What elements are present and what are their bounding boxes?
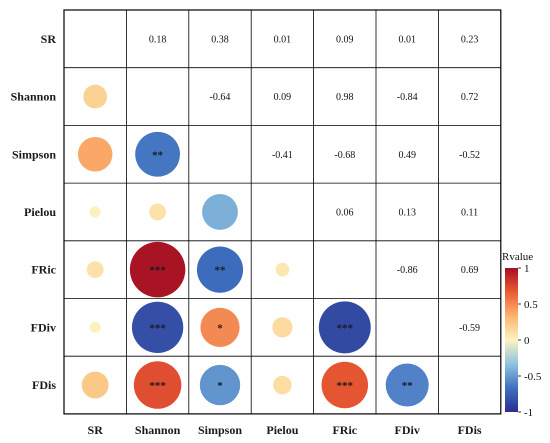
colorbar-tick-label: 0	[524, 335, 530, 347]
correlation-value-label: 0.09	[336, 34, 354, 45]
correlation-value-label: -0.59	[459, 323, 480, 334]
correlation-value-label: 0.09	[274, 92, 292, 103]
correlation-circle	[83, 84, 108, 109]
correlation-value-label: -0.68	[334, 150, 355, 161]
significance-stars: *	[217, 380, 223, 392]
colorbar-tick-label: 0.5	[524, 299, 538, 311]
value-layer: 0.18 0.38 0.01 0.09 0.01 0.23 -0.64 0.09 0.98 -0.…	[149, 34, 480, 334]
significance-stars: ***	[337, 380, 354, 392]
correlation-circle	[272, 317, 293, 338]
correlation-value-label: 0.98	[336, 92, 354, 103]
correlation-value-label: -0.41	[272, 150, 293, 161]
row-label: Simpson	[12, 147, 56, 161]
column-label: Shannon	[135, 423, 181, 437]
column-label: Simpson	[198, 423, 242, 437]
column-label: FRic	[332, 423, 357, 437]
correlation-circle	[129, 241, 186, 298]
column-label: FDiv	[395, 423, 420, 437]
correlation-circle	[321, 361, 369, 409]
colorbar-tick-label: 1	[524, 263, 530, 275]
colorbar-gradient	[505, 268, 518, 412]
significance-stars: ***	[337, 322, 354, 334]
column-label: SR	[88, 423, 104, 437]
correlation-circle	[318, 301, 371, 354]
colorbar-tick-label: -1	[524, 407, 533, 419]
correlation-circle	[200, 307, 240, 347]
correlation-circle	[196, 246, 244, 293]
correlation-value-label: 0.69	[461, 265, 479, 276]
correlation-value-label: -0.86	[397, 265, 418, 276]
row-label: SR	[41, 32, 57, 46]
row-label: FDis	[32, 378, 56, 392]
colorbar-title: Rvalue	[502, 251, 533, 263]
significance-stars: **	[402, 380, 414, 392]
correlation-value-label: 0.01	[274, 34, 292, 45]
correlation-value-label: -0.84	[397, 92, 418, 103]
correlation-circle	[135, 131, 181, 177]
column-label: FDis	[458, 423, 482, 437]
correlation-value-label: 0.49	[398, 150, 416, 161]
correlation-circle	[385, 363, 429, 407]
correlation-circle	[133, 361, 182, 409]
matrix-border	[63, 9, 502, 415]
correlation-circle	[273, 375, 292, 395]
correlation-circle	[149, 203, 167, 221]
correlation-circle	[86, 261, 104, 279]
correlation-circle	[89, 321, 101, 333]
grid-layer	[63, 9, 502, 415]
significance-stars: *	[217, 322, 223, 334]
significance-stars: **	[215, 265, 227, 277]
row-label: FRic	[31, 263, 56, 277]
circle-layer: ***** ***** * ****** * *** **	[77, 84, 429, 409]
correlation-value-label: 0.11	[461, 207, 478, 218]
correlation-value-label: 0.38	[211, 34, 229, 45]
column-label: Pielou	[266, 423, 298, 437]
correlation-circle	[199, 364, 241, 406]
significance-stars: ***	[149, 380, 166, 392]
correlation-circle	[77, 136, 113, 172]
correlation-circle	[81, 371, 109, 399]
correlation-value-label: 0.18	[149, 34, 167, 45]
correlation-value-label: 0.72	[461, 92, 479, 103]
correlation-value-label: -0.64	[210, 92, 231, 103]
correlation-value-label: 0.01	[398, 34, 416, 45]
correlation-value-label: 0.06	[336, 207, 354, 218]
correlation-circle	[131, 301, 184, 354]
correlation-circle	[202, 194, 238, 230]
row-label: Pielou	[24, 205, 56, 219]
correlation-value-label: -0.52	[459, 150, 480, 161]
correlation-value-label: 0.13	[398, 207, 416, 218]
correlation-value-label: 0.23	[461, 34, 479, 45]
row-label: Shannon	[11, 90, 57, 104]
row-label: FDiv	[31, 320, 56, 334]
significance-stars: ***	[149, 265, 166, 277]
significance-stars: ***	[149, 322, 166, 334]
significance-stars: **	[152, 149, 164, 161]
correlation-circle	[275, 262, 290, 277]
correlation-circle	[89, 206, 101, 218]
colorbar: Rvalue 1 0.5 0 -0.5 -1	[502, 251, 542, 419]
label-layer: SR SR Shannon Shannon Simpson Simpson Pielou Pi…	[11, 32, 482, 437]
colorbar-tick-label: -0.5	[524, 371, 542, 383]
